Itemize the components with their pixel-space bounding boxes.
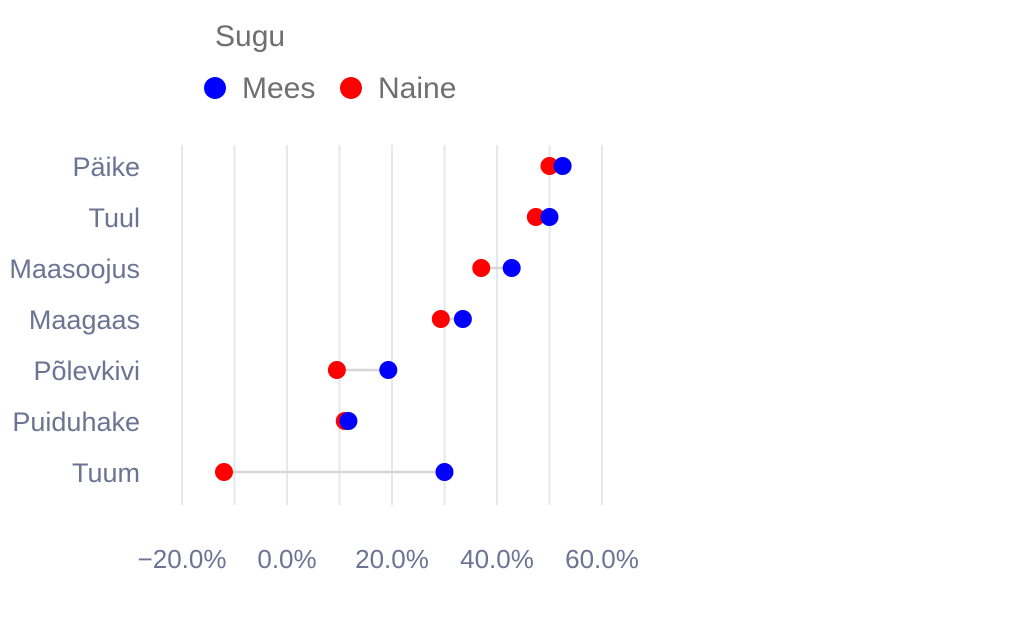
legend-marker-naine [340,77,362,99]
x-tick-label: 40.0% [460,544,534,574]
legend-label-mees: Mees [242,72,315,105]
data-point-naine [215,463,233,481]
data-point-naine [526,208,545,226]
category-label: Põlevkivi [33,356,140,386]
category-label: Maasoojus [9,254,140,284]
data-point-naine [431,310,450,328]
category-label: Tuul [88,203,140,233]
x-axis-tick-labels: −20.0% 0.0% 20.0% 40.0% 60.0% [138,544,639,574]
gridlines [181,145,603,505]
category-label: Tuum [72,458,140,488]
x-tick-label: 60.0% [565,544,639,574]
legend-marker-mees [204,77,226,99]
legend-title: Sugu [215,20,285,53]
legend-label-naine: Naine [378,72,456,105]
data-point-mees [453,310,472,328]
x-tick-label: 20.0% [355,544,429,574]
data-point-mees [435,463,454,481]
data-point-naine [327,361,346,379]
category-label: Päike [72,152,140,182]
x-tick-label: −20.0% [138,544,227,574]
data-point-naine [472,259,491,277]
dumbbell-connectors [224,164,563,474]
data-points [215,157,572,481]
data-point-mees [339,412,358,430]
category-label: Puiduhake [12,407,140,437]
y-axis-category-labels: Päike Tuul Maasoojus Maagaas Põlevkivi Puiduh… [9,152,140,488]
data-point-mees [379,361,398,379]
data-point-mees [553,157,572,175]
x-tick-label: 0.0% [257,544,316,574]
data-point-naine [540,157,559,175]
category-label: Maagaas [29,305,140,335]
data-point-mees [502,259,521,277]
data-point-mees [540,208,559,226]
legend: Sugu Mees Naine [204,20,456,105]
